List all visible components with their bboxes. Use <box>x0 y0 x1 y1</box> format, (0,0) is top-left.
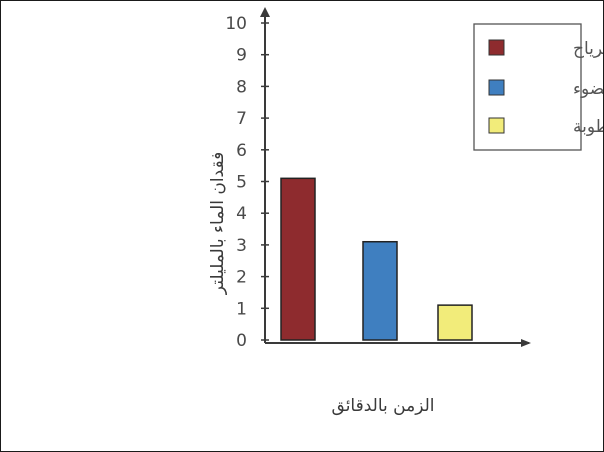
y-tick-label: 3 <box>236 236 247 256</box>
y-tick-label: 8 <box>236 77 247 97</box>
bars <box>280 177 473 341</box>
y-tick-label: 2 <box>236 268 247 288</box>
y-tick-label: 1 <box>236 299 247 319</box>
legend-label: الضوء <box>573 79 603 99</box>
legend: الرياح الضوء الرطوبة <box>473 23 603 151</box>
x-axis-title: الزمن بالدقائق <box>332 396 435 416</box>
legend-label: الرياح <box>573 39 603 59</box>
x-axis-arrow <box>521 339 531 347</box>
y-tick-label: 4 <box>236 204 247 224</box>
legend-swatch <box>488 79 505 96</box>
x-axis <box>265 339 531 347</box>
y-axis-title: فقدان الماء بالمليلتر <box>208 152 228 295</box>
bar <box>437 304 473 341</box>
y-tick-label: 10 <box>225 14 247 34</box>
legend-swatch <box>488 39 505 56</box>
y-axis-arrow <box>260 7 270 17</box>
y-tick-label: 7 <box>236 109 247 129</box>
legend-label: الرطوبة <box>573 117 603 137</box>
y-tick-label: 6 <box>236 141 247 161</box>
y-tick-label: 9 <box>236 46 247 66</box>
y-axis: 0 1 2 3 4 5 6 7 8 9 10 <box>225 7 270 351</box>
y-tick-label: 0 <box>236 331 247 351</box>
bar <box>280 177 316 341</box>
y-tick-label: 5 <box>236 173 247 193</box>
bar <box>362 240 398 341</box>
legend-swatch <box>488 117 505 134</box>
